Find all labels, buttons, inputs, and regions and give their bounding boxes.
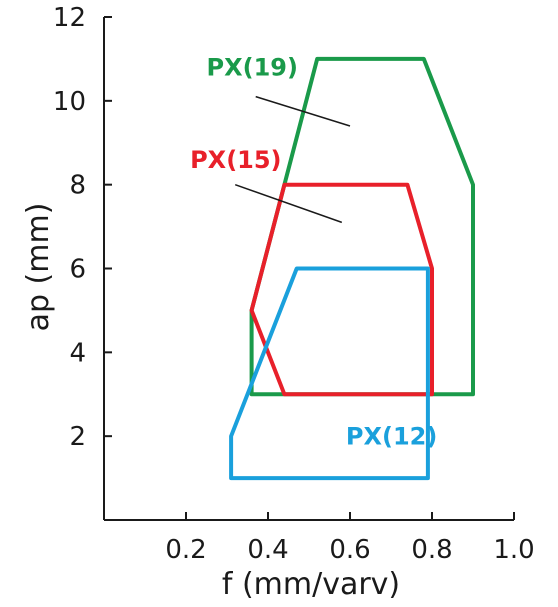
x-tick-label: 0.4 [247,535,288,565]
x-tick-label: 1.0 [493,535,534,565]
x-ticks: 0.2 0.4 0.6 0.8 1.0 [165,512,535,565]
leader-line-px15 [234,183,343,224]
y-axis-title: ap (mm) [21,203,56,332]
x-tick-label: 0.6 [329,535,370,565]
x-tick-label: 0.8 [411,535,452,565]
x-axis-title: f (mm/varv) [222,567,400,602]
y-tick-label: 4 [69,338,86,368]
y-tick-label: 6 [69,255,86,285]
regions [229,56,475,481]
y-tick-label: 10 [53,87,86,117]
region-px12 [229,266,430,481]
leader-line-px19 [255,95,351,127]
region-labels: PX(19) PX(15) PX(12) [190,54,437,451]
x-tick-label: 0.2 [165,535,206,565]
y-tick-label: 8 [69,171,86,201]
y-ticks: 2 4 6 8 10 12 [53,3,112,452]
region-px19 [249,56,475,397]
label-px19: PX(19) [207,54,298,82]
label-px15: PX(15) [190,146,281,174]
region-px15 [249,182,434,397]
y-tick-label: 12 [53,3,86,33]
y-tick-label: 2 [69,422,86,452]
label-px12: PX(12) [346,423,437,451]
